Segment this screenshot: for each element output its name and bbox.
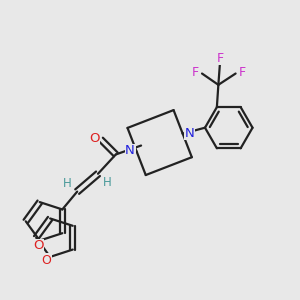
Text: H: H xyxy=(103,176,112,189)
Text: O: O xyxy=(89,132,100,145)
Text: O: O xyxy=(42,254,52,267)
Text: F: F xyxy=(192,66,199,80)
Text: F: F xyxy=(216,52,224,64)
Text: F: F xyxy=(238,66,246,80)
Text: H: H xyxy=(63,177,72,190)
Text: N: N xyxy=(125,144,135,158)
Text: N: N xyxy=(184,127,194,140)
Text: O: O xyxy=(33,239,44,252)
